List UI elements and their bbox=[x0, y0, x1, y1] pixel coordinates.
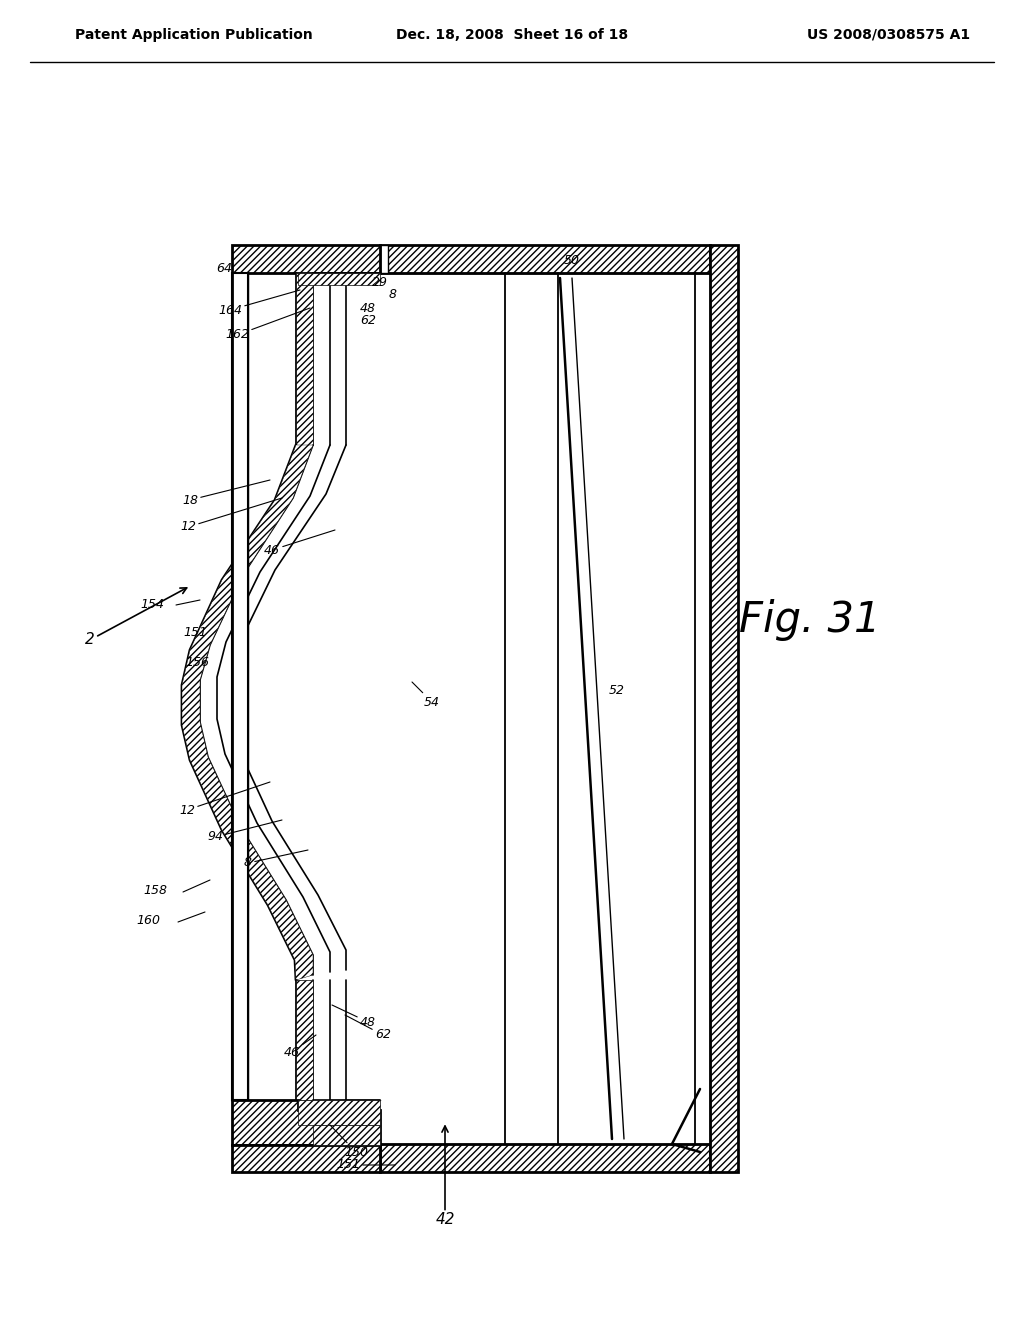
Text: 54: 54 bbox=[412, 682, 440, 709]
Text: 94: 94 bbox=[207, 820, 282, 843]
Polygon shape bbox=[232, 1100, 380, 1144]
Polygon shape bbox=[296, 979, 313, 1100]
Text: 29: 29 bbox=[372, 276, 388, 289]
Text: Dec. 18, 2008  Sheet 16 of 18: Dec. 18, 2008 Sheet 16 of 18 bbox=[396, 28, 628, 42]
Text: 48: 48 bbox=[360, 301, 376, 314]
Text: 12: 12 bbox=[179, 781, 270, 817]
Text: 151: 151 bbox=[336, 1159, 395, 1172]
Text: 162: 162 bbox=[225, 308, 310, 342]
Polygon shape bbox=[232, 246, 380, 273]
Text: 48: 48 bbox=[332, 1005, 376, 1028]
Text: 150: 150 bbox=[330, 1125, 368, 1159]
Text: 2: 2 bbox=[85, 587, 186, 648]
Text: 62: 62 bbox=[360, 314, 376, 326]
Text: 62: 62 bbox=[345, 1015, 391, 1041]
Polygon shape bbox=[380, 246, 710, 273]
Polygon shape bbox=[296, 273, 313, 445]
Text: 8: 8 bbox=[244, 850, 308, 870]
Text: 46: 46 bbox=[264, 531, 335, 557]
Text: 64: 64 bbox=[216, 261, 232, 275]
Text: US 2008/0308575 A1: US 2008/0308575 A1 bbox=[807, 28, 970, 42]
Text: 46: 46 bbox=[284, 1035, 316, 1059]
Text: 156: 156 bbox=[185, 656, 209, 668]
Text: 8: 8 bbox=[389, 289, 397, 301]
Text: 52: 52 bbox=[609, 684, 625, 697]
Text: 164: 164 bbox=[218, 290, 300, 317]
Text: 158: 158 bbox=[143, 883, 167, 896]
Polygon shape bbox=[232, 1144, 380, 1172]
Text: 160: 160 bbox=[136, 913, 160, 927]
Polygon shape bbox=[298, 273, 380, 285]
Text: Fig. 31: Fig. 31 bbox=[739, 599, 881, 642]
Text: 151: 151 bbox=[183, 626, 207, 639]
Polygon shape bbox=[298, 1100, 380, 1125]
Polygon shape bbox=[380, 1144, 710, 1172]
Text: 18: 18 bbox=[182, 480, 270, 507]
Polygon shape bbox=[232, 273, 248, 1100]
Text: 50: 50 bbox=[564, 253, 580, 267]
Polygon shape bbox=[313, 1125, 380, 1144]
Polygon shape bbox=[182, 445, 313, 979]
Polygon shape bbox=[710, 246, 738, 1172]
Polygon shape bbox=[380, 246, 388, 273]
Text: 42: 42 bbox=[435, 1126, 455, 1228]
Text: 154: 154 bbox=[140, 598, 164, 611]
Text: Patent Application Publication: Patent Application Publication bbox=[75, 28, 312, 42]
Text: 12: 12 bbox=[180, 498, 282, 533]
